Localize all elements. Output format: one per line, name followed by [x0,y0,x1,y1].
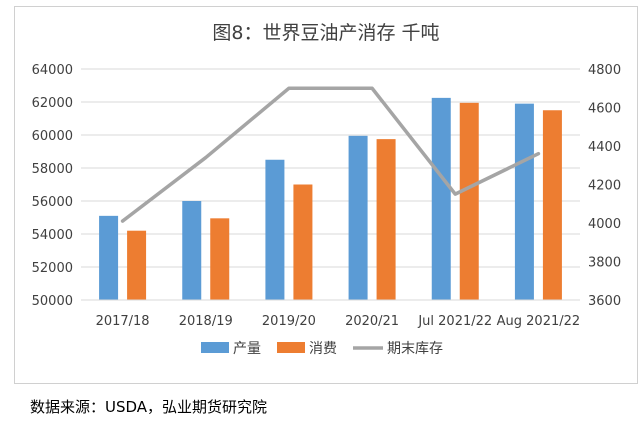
y-left-tick-label: 52000 [32,261,73,276]
y-left-tick-label: 62000 [32,96,73,111]
y-left-tick-label: 60000 [32,129,73,144]
legend-label: 期末库存 [387,341,443,357]
bar [431,97,451,300]
bars-layer [99,97,562,301]
x-tick-label: Jul 2021/22 [417,314,492,329]
y-right-tick-label: 3600 [588,294,621,309]
y-left-tick-label: 50000 [32,294,73,309]
y-right-tick-label: 4400 [588,140,621,155]
x-tick-label: 2020/21 [345,314,399,329]
legend-swatch [201,342,229,353]
y-right-tick-label: 4800 [588,63,621,78]
legend-label: 产量 [233,341,261,357]
chart-svg: 图8：世界豆油产消存 千吨 50000 52000 54000 56000 58000 6… [32,22,621,357]
legend-swatch [277,342,305,353]
bar [514,103,534,301]
chart-frame: 图8：世界豆油产消存 千吨 50000 52000 54000 56000 58000 6… [14,6,638,384]
source-note: 数据来源：USDA，弘业期货研究院 [30,398,268,416]
y-right-tick-label: 3800 [588,256,621,271]
legend-label: 消费 [309,341,337,357]
y-right-tick-label: 4200 [588,179,621,194]
bar [99,215,119,300]
y-right-tick-label: 4600 [588,102,621,117]
bar [348,135,368,300]
y-left-tick-label: 64000 [32,63,73,78]
bar [265,159,285,300]
axis-layer: 50000 52000 54000 56000 58000 60000 62000 64000… [32,63,621,329]
line-layer [120,86,541,223]
line-series [120,86,541,223]
x-tick-label: 2017/18 [96,314,150,329]
chart-title: 图8：世界豆油产消存 千吨 [212,22,439,44]
legend: 产量 消费 期末库存 [201,341,443,357]
bar [127,230,147,300]
bar [293,184,313,300]
y-left-tick-label: 56000 [32,195,73,210]
y-left-tick-label: 58000 [32,162,73,177]
bar [182,201,202,300]
bar [376,139,396,300]
x-tick-label: 2019/20 [262,314,316,329]
bar [542,110,562,300]
bar [210,218,230,300]
x-tick-label: 2018/19 [179,314,233,329]
y-left-tick-label: 54000 [32,228,73,243]
x-tick-label: Aug 2021/22 [497,314,581,329]
grid-layer [81,68,580,301]
bar [459,102,479,300]
y-right-tick-label: 4000 [588,217,621,232]
